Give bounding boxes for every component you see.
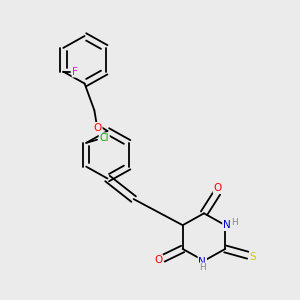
Text: S: S	[250, 252, 256, 262]
Text: F: F	[73, 67, 78, 76]
Text: O: O	[94, 123, 102, 133]
Text: O: O	[214, 183, 222, 193]
Text: N: N	[223, 220, 231, 230]
Text: H: H	[231, 218, 238, 227]
Text: O: O	[154, 255, 162, 265]
Text: N: N	[199, 257, 206, 267]
Text: H: H	[199, 263, 206, 272]
Text: Cl: Cl	[100, 133, 109, 143]
